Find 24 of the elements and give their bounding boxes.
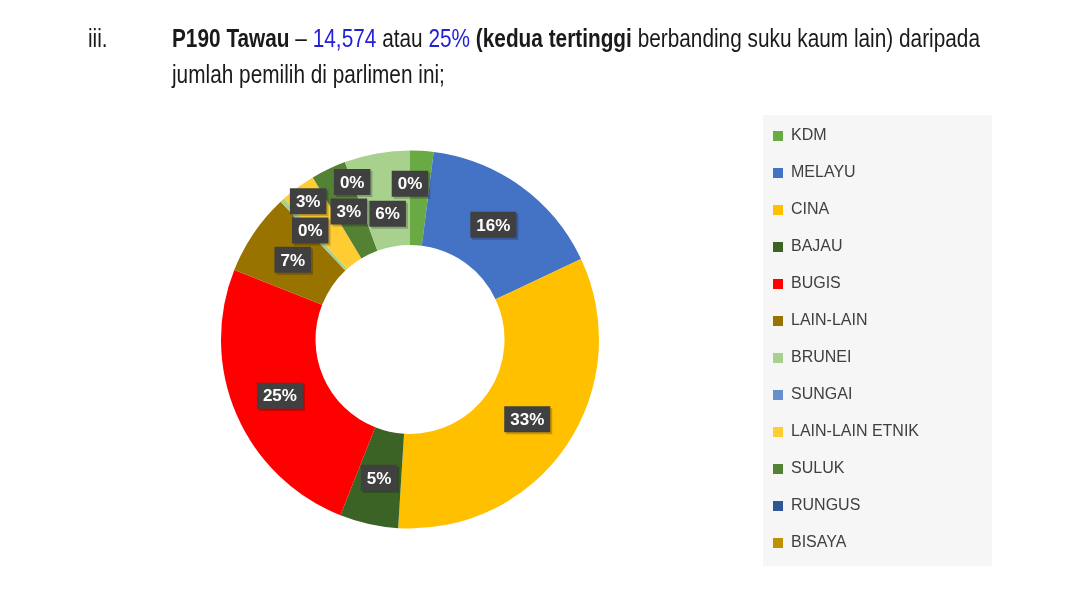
legend-label: BRUNEI	[791, 348, 852, 366]
data-label: 3%	[336, 202, 362, 222]
data-label: 25%	[262, 386, 297, 406]
legend-label: SULUK	[791, 459, 845, 477]
data-label: 33%	[510, 409, 545, 429]
legend-label: BISAYA	[791, 533, 847, 551]
data-label: 6%	[375, 204, 400, 224]
chart-title: iii. P190 Tawau – 14,574 atau 25% (kedua tertinggi berbanding suku kaum lain) daripada jumlah pemilih di parlimen ini;	[88, 23, 980, 89]
legend-label: RUNGUS	[791, 496, 861, 514]
legend-label: MELAYU	[791, 163, 856, 181]
legend-label: CINA	[791, 200, 830, 218]
legend-label: SUNGAI	[791, 385, 853, 403]
data-label: 5%	[366, 468, 392, 488]
data-label: 0%	[297, 221, 323, 241]
legend-label: BUGIS	[791, 274, 841, 292]
data-label: 3%	[295, 191, 321, 211]
text: 0%	[397, 174, 423, 194]
legend-label: BAJAU	[791, 237, 843, 255]
legend-label: LAIN-LAIN ETNIK	[791, 422, 920, 440]
data-label: 16%	[476, 215, 511, 235]
legend-label: KDM	[791, 126, 827, 144]
text: 0%	[339, 172, 365, 192]
legend-label: LAIN-LAIN	[791, 311, 868, 329]
data-label: 7%	[280, 250, 306, 270]
